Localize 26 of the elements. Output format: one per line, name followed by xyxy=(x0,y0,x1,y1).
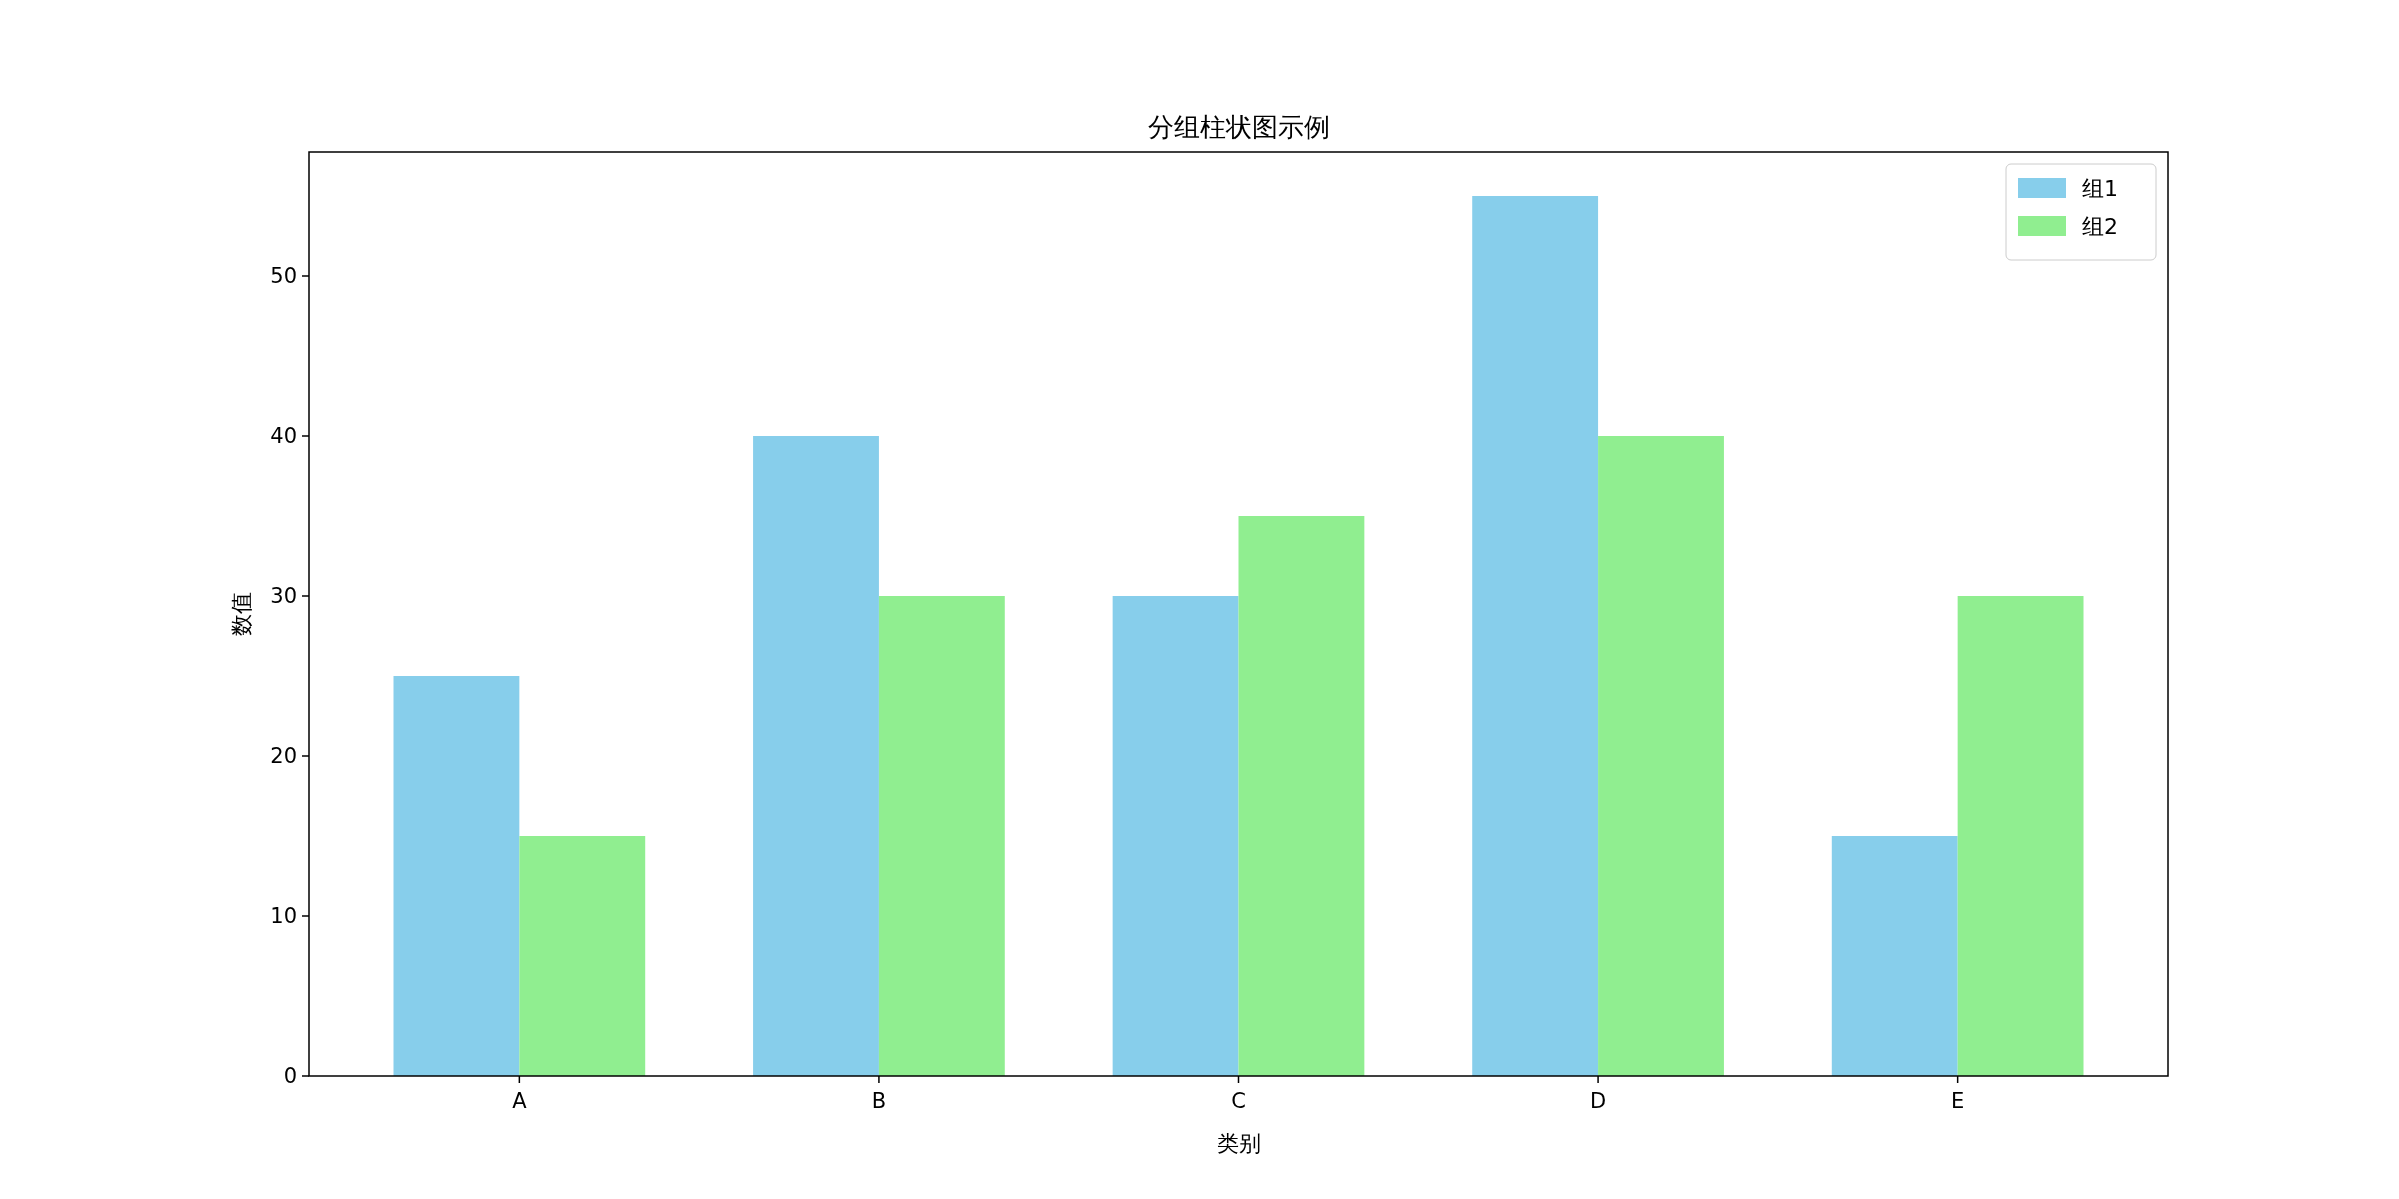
bar xyxy=(1957,596,2084,1076)
legend-label: 组1 xyxy=(2082,175,2118,201)
legend-label: 组2 xyxy=(2082,213,2118,239)
bar xyxy=(753,436,879,1076)
bar xyxy=(393,676,520,1076)
x-tick-label: C xyxy=(1231,1089,1246,1113)
y-tick-label: 10 xyxy=(270,904,297,929)
bar xyxy=(519,836,646,1076)
bar xyxy=(878,596,1005,1076)
y-tick-label: 30 xyxy=(270,584,297,609)
bar xyxy=(1598,436,1724,1076)
chart-title: 分组柱状图示例 xyxy=(1147,112,1330,142)
bar xyxy=(1238,516,1365,1076)
x-tick-label: B xyxy=(871,1089,887,1113)
bar xyxy=(1112,596,1239,1076)
y-tick-label: 20 xyxy=(270,744,297,769)
x-tick-label: A xyxy=(512,1089,528,1113)
y-axis-title: 数值 xyxy=(229,592,254,636)
y-tick-label: 40 xyxy=(270,424,297,449)
bar xyxy=(1831,836,1958,1076)
bar xyxy=(1472,196,1599,1076)
y-tick-label: 50 xyxy=(270,264,297,289)
x-axis-title: 类别 xyxy=(1216,1131,1261,1156)
x-tick-label: D xyxy=(1589,1089,1607,1113)
x-tick-label: E xyxy=(1951,1089,1965,1113)
y-tick-label: 0 xyxy=(283,1064,297,1089)
